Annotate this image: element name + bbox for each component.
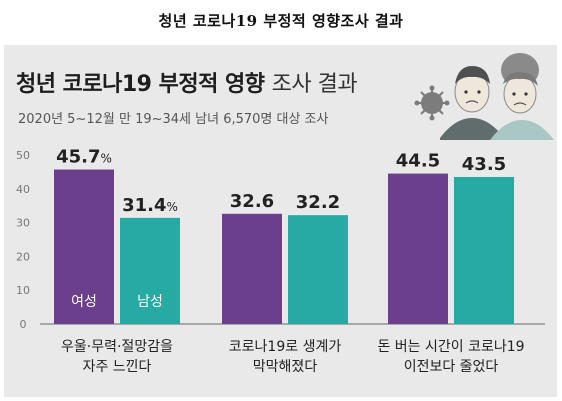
virus-icon <box>414 85 450 121</box>
category-label: 우울·무력·절망감을 <box>61 339 173 355</box>
woman-face-icon <box>490 53 554 140</box>
y-tick-label: 10 <box>16 284 30 297</box>
chart-title-bold: 청년 코로나19 부정적 영향 <box>16 72 265 97</box>
category-label: 자주 느낀다 <box>83 359 152 375</box>
legend-label: 여성 <box>71 294 97 310</box>
bar <box>388 173 448 324</box>
bar <box>454 176 514 324</box>
man-face-icon <box>440 66 504 140</box>
category-label: 이전보다 줄었다 <box>404 359 499 375</box>
y-tick-label: 0 <box>20 318 27 331</box>
legend-label: 남성 <box>137 294 163 310</box>
data-label: 31.4% <box>122 195 178 216</box>
data-label: 43.5 <box>462 154 506 175</box>
y-tick-label: 50 <box>16 149 30 162</box>
chart-subtitle: 2020년 5~12월 만 19~34세 남녀 6,570명 대상 조사 <box>18 112 329 127</box>
bar <box>54 169 114 324</box>
category-label: 막막해졌다 <box>253 359 318 375</box>
data-label: 32.6 <box>230 191 274 212</box>
y-tick-label: 40 <box>16 183 30 196</box>
bar <box>222 213 282 324</box>
chart-title: 청년 코로나19 부정적 영향 조사 결과 <box>16 66 358 98</box>
y-tick-label: 20 <box>16 250 30 263</box>
category-label: 돈 버는 시간이 코로나19 <box>377 339 524 355</box>
data-label: 44.5 <box>396 151 440 172</box>
category-label: 코로나19로 생계가 <box>229 339 342 355</box>
bar <box>120 217 180 324</box>
y-tick-label: 30 <box>16 217 30 230</box>
data-label: 32.2 <box>296 192 340 213</box>
bar <box>288 215 348 324</box>
page-title: 청년 코로나19 부정적 영향조사 결과 <box>158 12 404 30</box>
data-label: 45.7% <box>56 147 112 168</box>
chart-title-light: 조사 결과 <box>271 72 358 97</box>
